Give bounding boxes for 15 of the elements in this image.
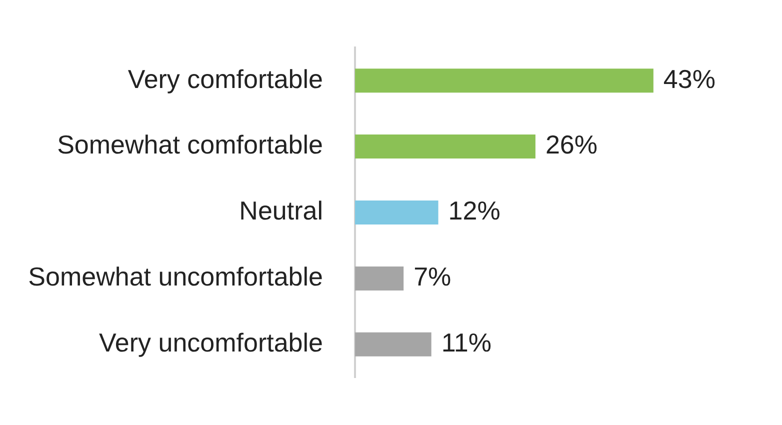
bar [355,266,404,290]
data-label: 26% [545,130,598,160]
data-label: 7% [414,262,452,292]
y-tick-label: Somewhat comfortable [57,130,323,160]
bar [355,134,536,159]
bar [355,68,654,93]
data-label: 43% [663,64,716,94]
y-tick-label: Neutral [239,196,323,226]
bar [355,200,438,225]
data-label: 12% [448,196,500,226]
y-tick-label: Very uncomfortable [98,328,323,358]
y-tick-label: Very comfortable [128,64,323,94]
bar [355,332,432,356]
data-label: 11% [441,328,492,358]
y-tick-label: Somewhat uncomfortable [28,262,323,292]
